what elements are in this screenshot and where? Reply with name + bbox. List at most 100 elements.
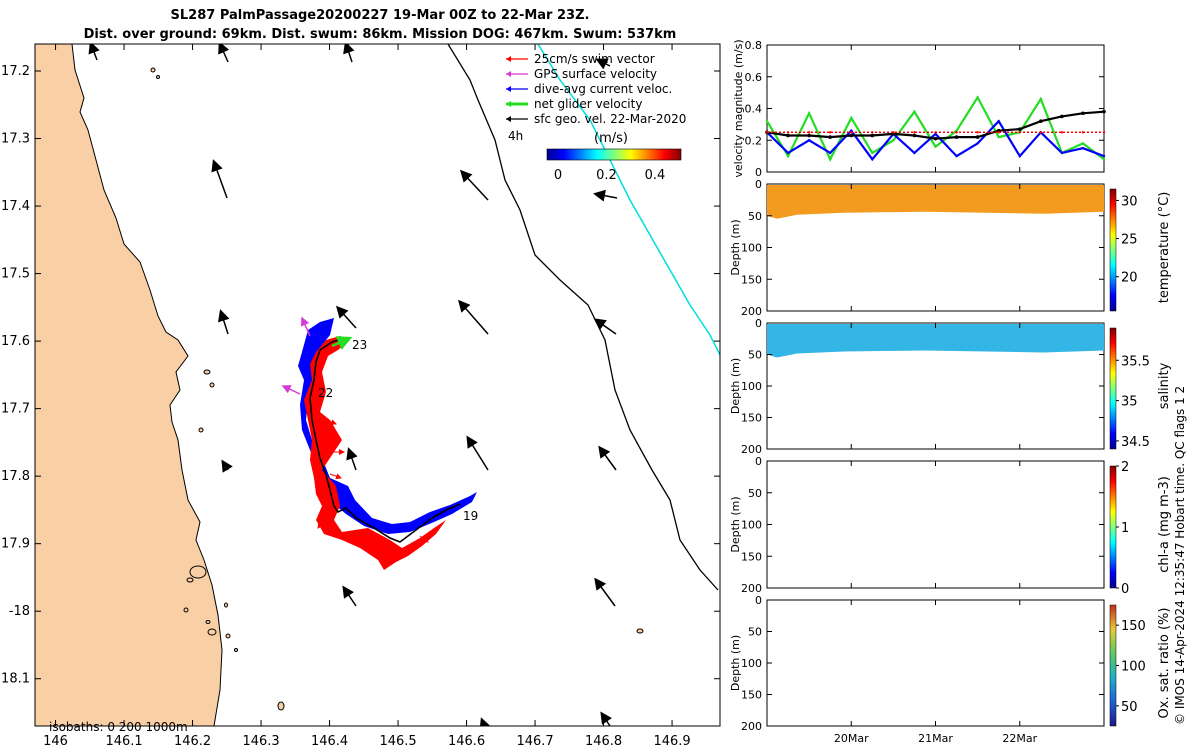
velocity-series-point-0 [1081,142,1085,145]
velocity-series-point-0 [892,139,895,142]
dive-avg-current-blob [298,318,477,534]
velocity-series-point-2 [912,133,917,138]
x-tick-label: 20Mar [834,732,869,745]
colorbar-tick-label: 100 [1121,660,1146,675]
legend-swatch-head [506,71,511,77]
velocity-series-point-1 [913,151,916,155]
depth-axes-box [766,599,1105,727]
map-x-tick-label: 146.5 [379,734,416,749]
map-x-tick-label: 146.4 [311,734,348,749]
map-y-tick-label: 18.1 [1,672,30,687]
velocity-series-point-1 [1081,146,1085,150]
colorbar-tick-label: 1 [1121,521,1129,536]
y-tick-label: 150 [741,273,762,286]
track-label-23: 23 [352,338,367,352]
map-y-tick-label: 17.8 [1,469,30,484]
map-x-tick-label: 146.7 [516,734,553,749]
y-tick-label: 200 [741,720,762,733]
colorbar [1109,188,1117,312]
depth-axes-box [766,460,1105,589]
velocity-series-point-0 [871,151,874,155]
velocity-series-point-1 [807,139,811,142]
colorbar-label: Ox. sat. ratio (%) [1157,608,1172,719]
velocity-series-point-3 [892,131,895,134]
speed-colorbar-label: (m/s) [594,131,628,146]
y-tick-label: 200 [741,443,762,456]
velocity-series-point-1 [1060,151,1064,155]
velocity-series-point-2 [870,133,875,138]
velocity-series-point-0 [850,116,853,120]
velocity-series-point-3 [976,131,979,134]
velocity-series-point-0 [786,154,790,158]
velocity-series-point-3 [850,131,853,134]
velocity-series-point-1 [976,142,979,145]
map-x-ticks: 146 146.1 146.2 146.3 146.4 146.5 146.6 146.7 14… [43,44,691,749]
y-tick-label: 0 [755,594,762,607]
velocity-series-point-2 [786,133,790,138]
speed-colorbar-tick-label: 0.4 [645,168,666,183]
velocity-series-point-0 [807,112,811,115]
isobath-200m [447,44,719,591]
legend-swatch-head [506,101,511,107]
velocity-series-point-3 [871,131,874,134]
velocity-series-point-3 [1039,131,1043,134]
gps-velocity-arrow [281,385,301,395]
depth-profile-fill [767,185,1104,219]
velocity-series-point-3 [765,131,769,134]
glider-path [309,337,461,543]
velocity-series-point-1 [955,154,958,158]
figure-title-line1: SL287 PalmPassage20200227 19-Mar 00Z to … [170,8,590,23]
x-tick-label: 21Mar [918,732,953,745]
colorbar-label: salinity [1157,362,1172,409]
islands [150,67,644,711]
timeseries-panel-2: 0 50 100 150 200 Depth (m) 34.5 35 35.5 salinity [729,317,1172,456]
velocity-series-point-3 [1102,131,1106,134]
colorbar-tick-label: 35 [1121,395,1138,410]
track-label-19: 19 [463,509,478,523]
velocity-series-point-0 [997,135,1000,139]
y-tick-label: 100 [741,242,762,255]
velocity-series-point-0 [1039,97,1043,101]
y-tick-label: 150 [741,550,762,563]
y-tick-label: 0 [755,455,762,468]
depth-y-axis-label: Depth (m) [729,496,742,552]
colorbar-tick-label: 0 [1121,582,1129,597]
y-tick-label: 0.2 [745,134,763,147]
y-tick-label: 100 [741,519,762,532]
velocity-series-point-3 [1060,131,1064,134]
map-x-tick-label: 146.8 [585,734,622,749]
velocity-series-point-1 [828,151,832,155]
velocity-series-point-0 [1102,158,1106,161]
y-tick-label: 50 [748,487,762,500]
velocity-series-point-2 [849,133,854,138]
legend-label: sfc geo. vel. 22-Mar-2020 [534,112,686,126]
glider-track-line [537,44,720,356]
velocity-series-point-3 [955,131,958,134]
legend-swatch-head [506,116,511,122]
y-tick-label: 100 [741,657,762,670]
map-axes-box [34,43,721,727]
velocity-series-point-0 [828,158,832,161]
velocity-series-point-3 [786,131,790,134]
map-x-tick-label: 146.9 [653,734,690,749]
swim-vector-arrows [317,419,429,557]
map-y-tick-label: 17.4 [1,199,30,214]
speed-colorbar [546,148,682,161]
colorbar [1109,604,1117,727]
map-x-tick-label: 146.1 [105,734,142,749]
depth-y-axis-label: Depth (m) [729,219,742,275]
legend-swatch-head [506,86,511,92]
velocity-series-point-0 [976,96,979,99]
velocity-series-point-1 [997,120,1000,123]
map-y-tick-label: 17.6 [1,334,30,349]
velocity-series-point-1 [1018,154,1021,158]
depth-y-axis-label: Depth (m) [729,635,742,691]
figure-title-line2: Dist. over ground: 69km. Dist. swum: 86k… [83,27,677,42]
y-tick-label: 0.8 [745,39,763,52]
y-tick-label: 50 [748,626,762,639]
speed-colorbar-tick-label: 0.2 [596,168,617,183]
map-y-tick-label: -18 [9,604,30,619]
